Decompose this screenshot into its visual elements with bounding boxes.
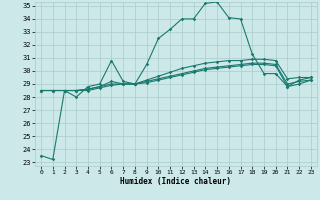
X-axis label: Humidex (Indice chaleur): Humidex (Indice chaleur)	[121, 177, 231, 186]
